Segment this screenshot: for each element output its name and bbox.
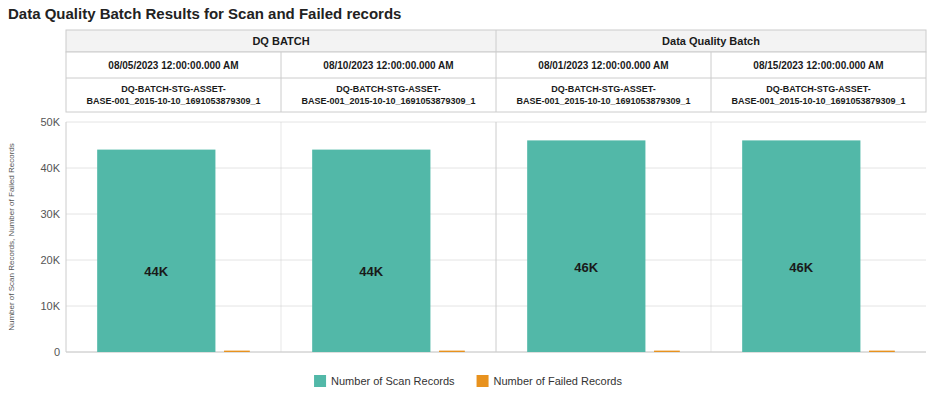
tick-label: 20K xyxy=(40,254,60,266)
legend-label: Number of Scan Records xyxy=(331,375,455,387)
data-labels: 44K 44K 46K 46K xyxy=(144,260,813,279)
data-label: 44K xyxy=(359,264,383,279)
data-label: 46K xyxy=(574,260,598,275)
marks xyxy=(97,140,895,352)
tick-label: 10K xyxy=(40,300,60,312)
column-separator xyxy=(281,52,282,112)
legend: Number of Scan Records Number of Failed R… xyxy=(314,375,622,387)
legend-swatch xyxy=(314,375,326,387)
data-label: 44K xyxy=(144,264,168,279)
bar xyxy=(224,351,250,352)
y-axis-label: Number of Scan Records, Number of Failed… xyxy=(7,143,16,331)
batch-label: DQ-BATCH-STG-ASSET-BASE-001_2015-10-10_1… xyxy=(731,84,905,106)
group-separator xyxy=(496,30,497,52)
data-label: 46K xyxy=(789,260,813,275)
batch-label: DQ-BATCH-STG-ASSET-BASE-001_2015-10-10_1… xyxy=(86,84,260,106)
legend-swatch xyxy=(477,375,489,387)
bar xyxy=(869,351,895,352)
bar xyxy=(654,351,680,352)
category-label: 08/15/2023 12:00:00.000 AM xyxy=(753,60,883,71)
legend-label: Number of Failed Records xyxy=(494,375,623,387)
column-separator xyxy=(711,52,712,112)
batch-label: DQ-BATCH-STG-ASSET-BASE-001_2015-10-10_1… xyxy=(301,84,475,106)
tick-label: 30K xyxy=(40,208,60,220)
bar xyxy=(527,140,645,352)
bar xyxy=(742,140,860,352)
category-label: 08/05/2023 12:00:00.000 AM xyxy=(108,60,238,71)
y-axis-line xyxy=(66,122,67,352)
batch-label: DQ-BATCH-STG-ASSET-BASE-001_2015-10-10_1… xyxy=(516,84,690,106)
tick-label: 40K xyxy=(40,162,60,174)
category-label: 08/10/2023 12:00:00.000 AM xyxy=(323,60,453,71)
title: Data Quality Batch Results for Scan and … xyxy=(8,5,401,22)
bar xyxy=(97,150,215,352)
tick-label: 0 xyxy=(54,346,60,358)
column-separator xyxy=(496,52,497,112)
group-header-row xyxy=(66,30,926,52)
chart: Data Quality Batch Results for Scan and … xyxy=(0,0,936,405)
header-cells xyxy=(66,52,926,112)
bar xyxy=(312,150,430,352)
column-separator xyxy=(281,122,282,352)
group-label: DQ BATCH xyxy=(252,35,309,47)
column-separator xyxy=(711,122,712,352)
column-separator xyxy=(496,122,497,352)
tick-label: 50K xyxy=(40,116,60,128)
bar xyxy=(439,351,465,352)
category-label: 08/01/2023 12:00:00.000 AM xyxy=(538,60,668,71)
group-label: Data Quality Batch xyxy=(662,35,760,47)
